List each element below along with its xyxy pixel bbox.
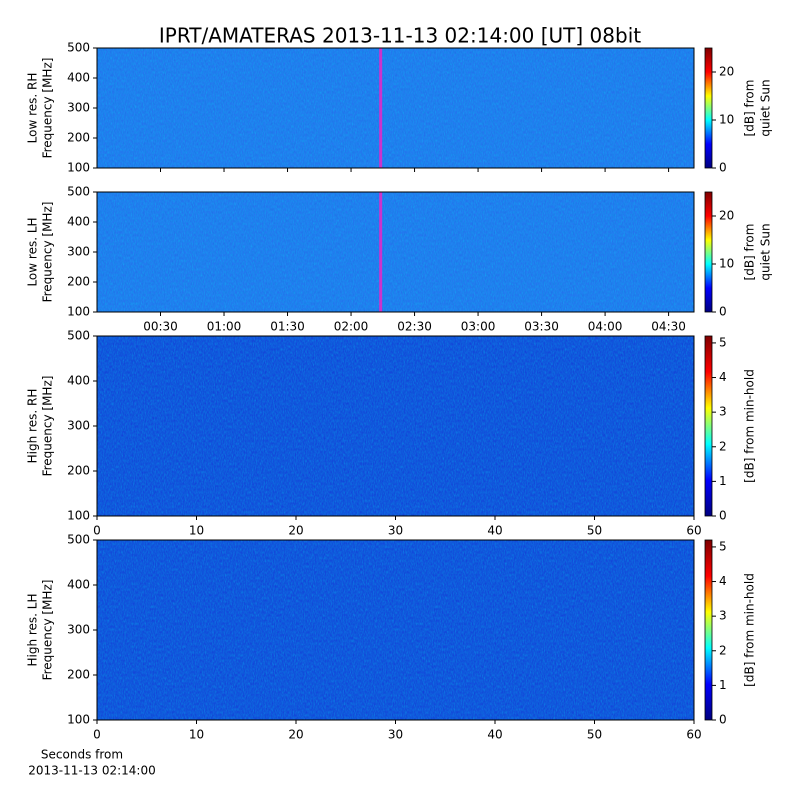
x-tick-label: 04:00 (588, 320, 623, 334)
x-axis-label: 2013-11-13 02:14:00 (28, 764, 155, 778)
y-tick-label: 500 (67, 533, 90, 547)
x-tick-label: 00:30 (143, 320, 178, 334)
colorbar-label: [dB] from (743, 80, 757, 137)
colorbar-tick-label: 20 (719, 209, 734, 223)
y-tick-label: 400 (67, 215, 90, 229)
colorbar-label: [dB] from (743, 224, 757, 281)
y-axis-label: Low res. LH (26, 217, 40, 286)
y-tick-label: 400 (67, 374, 90, 388)
y-axis-label: Frequency [MHz] (41, 202, 55, 303)
colorbar-label: [dB] from min-hold (743, 369, 757, 483)
x-axis-label: Seconds from (41, 748, 123, 762)
x-tick-label: 30 (388, 524, 403, 538)
colorbar-tick-label: 0 (719, 305, 727, 319)
colorbar-tick-label: 4 (719, 370, 727, 384)
colorbar-tick-label: 0 (719, 713, 727, 727)
y-tick-label: 100 (67, 161, 90, 175)
y-tick-label: 500 (67, 329, 90, 343)
colorbar-label: quiet Sun (759, 79, 773, 136)
colorbar-tick-label: 0 (719, 509, 727, 523)
y-tick-label: 100 (67, 305, 90, 319)
colorbar (704, 191, 713, 313)
colorbar-tick-label: 4 (719, 574, 727, 588)
y-axis-label: Frequency [MHz] (41, 376, 55, 477)
y-tick-label: 100 (67, 713, 90, 727)
x-tick-label: 02:00 (334, 320, 369, 334)
x-tick-label: 60 (686, 524, 701, 538)
y-tick-label: 100 (67, 509, 90, 523)
y-axis-label: Low res. RH (26, 73, 40, 144)
colorbar-tick-label: 10 (719, 257, 734, 271)
x-tick-label: 04:30 (651, 320, 686, 334)
y-axis-label: Frequency [MHz] (41, 580, 55, 681)
x-tick-label: 01:30 (270, 320, 305, 334)
x-tick-label: 10 (189, 524, 204, 538)
x-tick-label: 30 (388, 728, 403, 742)
colorbar-tick-label: 2 (719, 439, 727, 453)
y-axis-label: High res. RH (26, 389, 40, 464)
colorbar-tick-label: 2 (719, 643, 727, 657)
y-tick-label: 200 (67, 668, 90, 682)
spectrogram-noise (97, 336, 694, 516)
colorbar-tick-label: 3 (719, 609, 727, 623)
y-tick-label: 300 (67, 623, 90, 637)
spectrogram-noise (97, 540, 694, 720)
x-tick-label: 40 (487, 524, 502, 538)
y-tick-label: 300 (67, 245, 90, 259)
x-tick-label: 20 (288, 728, 303, 742)
y-axis-label: Frequency [MHz] (41, 58, 55, 159)
colorbar (704, 47, 713, 169)
x-tick-label: 0 (93, 728, 101, 742)
x-tick-label: 40 (487, 728, 502, 742)
colorbar-tick-label: 3 (719, 405, 727, 419)
y-tick-label: 500 (67, 185, 90, 199)
figure-title: IPRT/AMATERAS 2013-11-13 02:14:00 [UT] 0… (159, 24, 641, 48)
spectrogram-noise (97, 192, 694, 312)
x-tick-label: 0 (93, 524, 101, 538)
colorbar-tick-label: 1 (719, 678, 727, 692)
y-tick-label: 200 (67, 464, 90, 478)
colorbar-tick-label: 10 (719, 113, 734, 127)
colorbar (704, 539, 713, 721)
x-tick-label: 02:30 (397, 320, 432, 334)
colorbar-label: [dB] from min-hold (743, 573, 757, 687)
x-tick-label: 50 (587, 524, 602, 538)
colorbar-tick-label: 5 (719, 335, 727, 349)
y-axis-label: High res. LH (26, 593, 40, 666)
colorbar (704, 335, 713, 517)
colorbar-tick-label: 5 (719, 539, 727, 553)
y-tick-label: 500 (67, 41, 90, 55)
x-tick-label: 03:00 (461, 320, 496, 334)
y-tick-label: 400 (67, 71, 90, 85)
x-tick-label: 01:00 (207, 320, 242, 334)
y-tick-label: 200 (67, 131, 90, 145)
colorbar-tick-label: 20 (719, 65, 734, 79)
x-tick-label: 50 (587, 728, 602, 742)
y-tick-label: 300 (67, 101, 90, 115)
colorbar-tick-label: 1 (719, 474, 727, 488)
x-tick-label: 20 (288, 524, 303, 538)
spectrogram-noise (97, 48, 694, 168)
x-tick-label: 03:30 (524, 320, 559, 334)
y-tick-label: 200 (67, 275, 90, 289)
colorbar-tick-label: 0 (719, 161, 727, 175)
y-tick-label: 300 (67, 419, 90, 433)
x-tick-label: 10 (189, 728, 204, 742)
colorbar-label: quiet Sun (759, 223, 773, 280)
x-tick-label: 60 (686, 728, 701, 742)
y-tick-label: 400 (67, 578, 90, 592)
